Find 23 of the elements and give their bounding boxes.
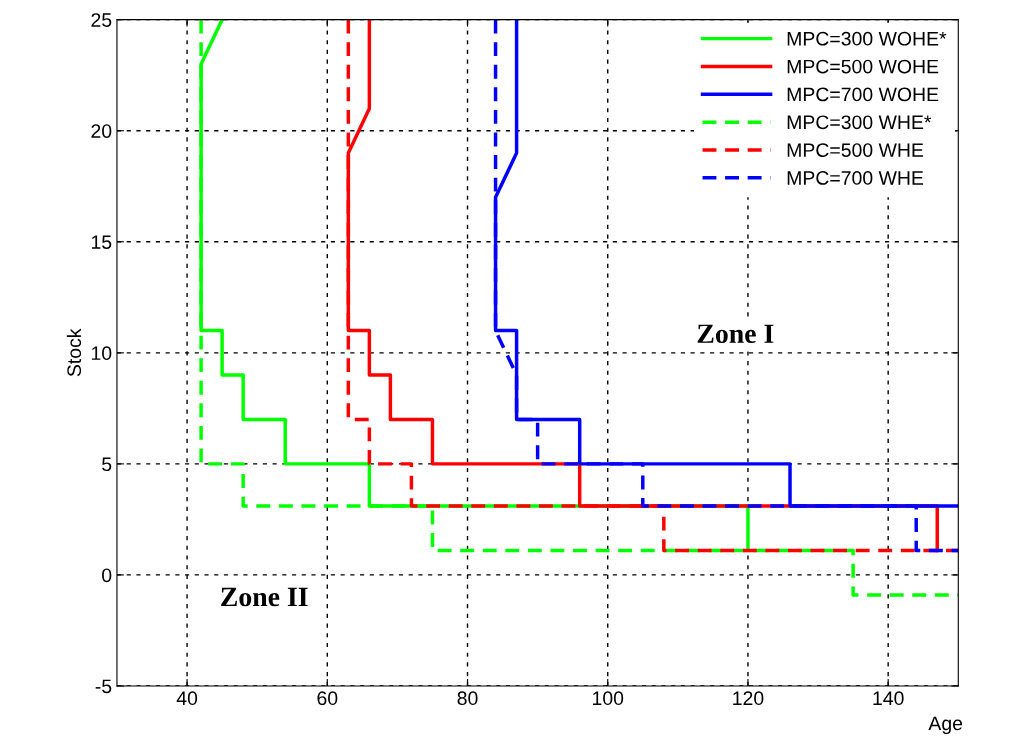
x-tick-label: 120 [733, 691, 764, 706]
x-axis-title: Age [928, 716, 963, 735]
y-tick-label: -5 [95, 679, 112, 694]
y-tick-label: 10 [91, 346, 112, 361]
annotation: Zone I [697, 324, 774, 344]
y-tick-label: 20 [91, 124, 112, 138]
x-tick-label: 100 [593, 691, 624, 706]
legend-label: MPC=300 WHE* [787, 115, 932, 130]
y-tick-label: 5 [102, 457, 112, 472]
y-tick-label: 25 [91, 13, 112, 27]
legend-label: MPC=700 WOHE [787, 87, 939, 102]
x-tick-label: 140 [873, 691, 904, 706]
legend-label: MPC=300 WOHE* [787, 31, 947, 46]
annotation: Zone II [221, 587, 308, 607]
legend-label: MPC=500 WHE [787, 143, 924, 157]
legend-label: MPC=500 WOHE [787, 59, 939, 74]
x-tick-label: 60 [317, 691, 338, 706]
x-tick-label: 40 [176, 691, 198, 706]
y-tick-label: 15 [91, 235, 112, 250]
legend-label: MPC=700 WHE [787, 171, 924, 185]
y-axis-title: Stock [66, 328, 82, 377]
x-tick-label: 80 [457, 691, 478, 706]
y-tick-label: 0 [102, 568, 112, 583]
